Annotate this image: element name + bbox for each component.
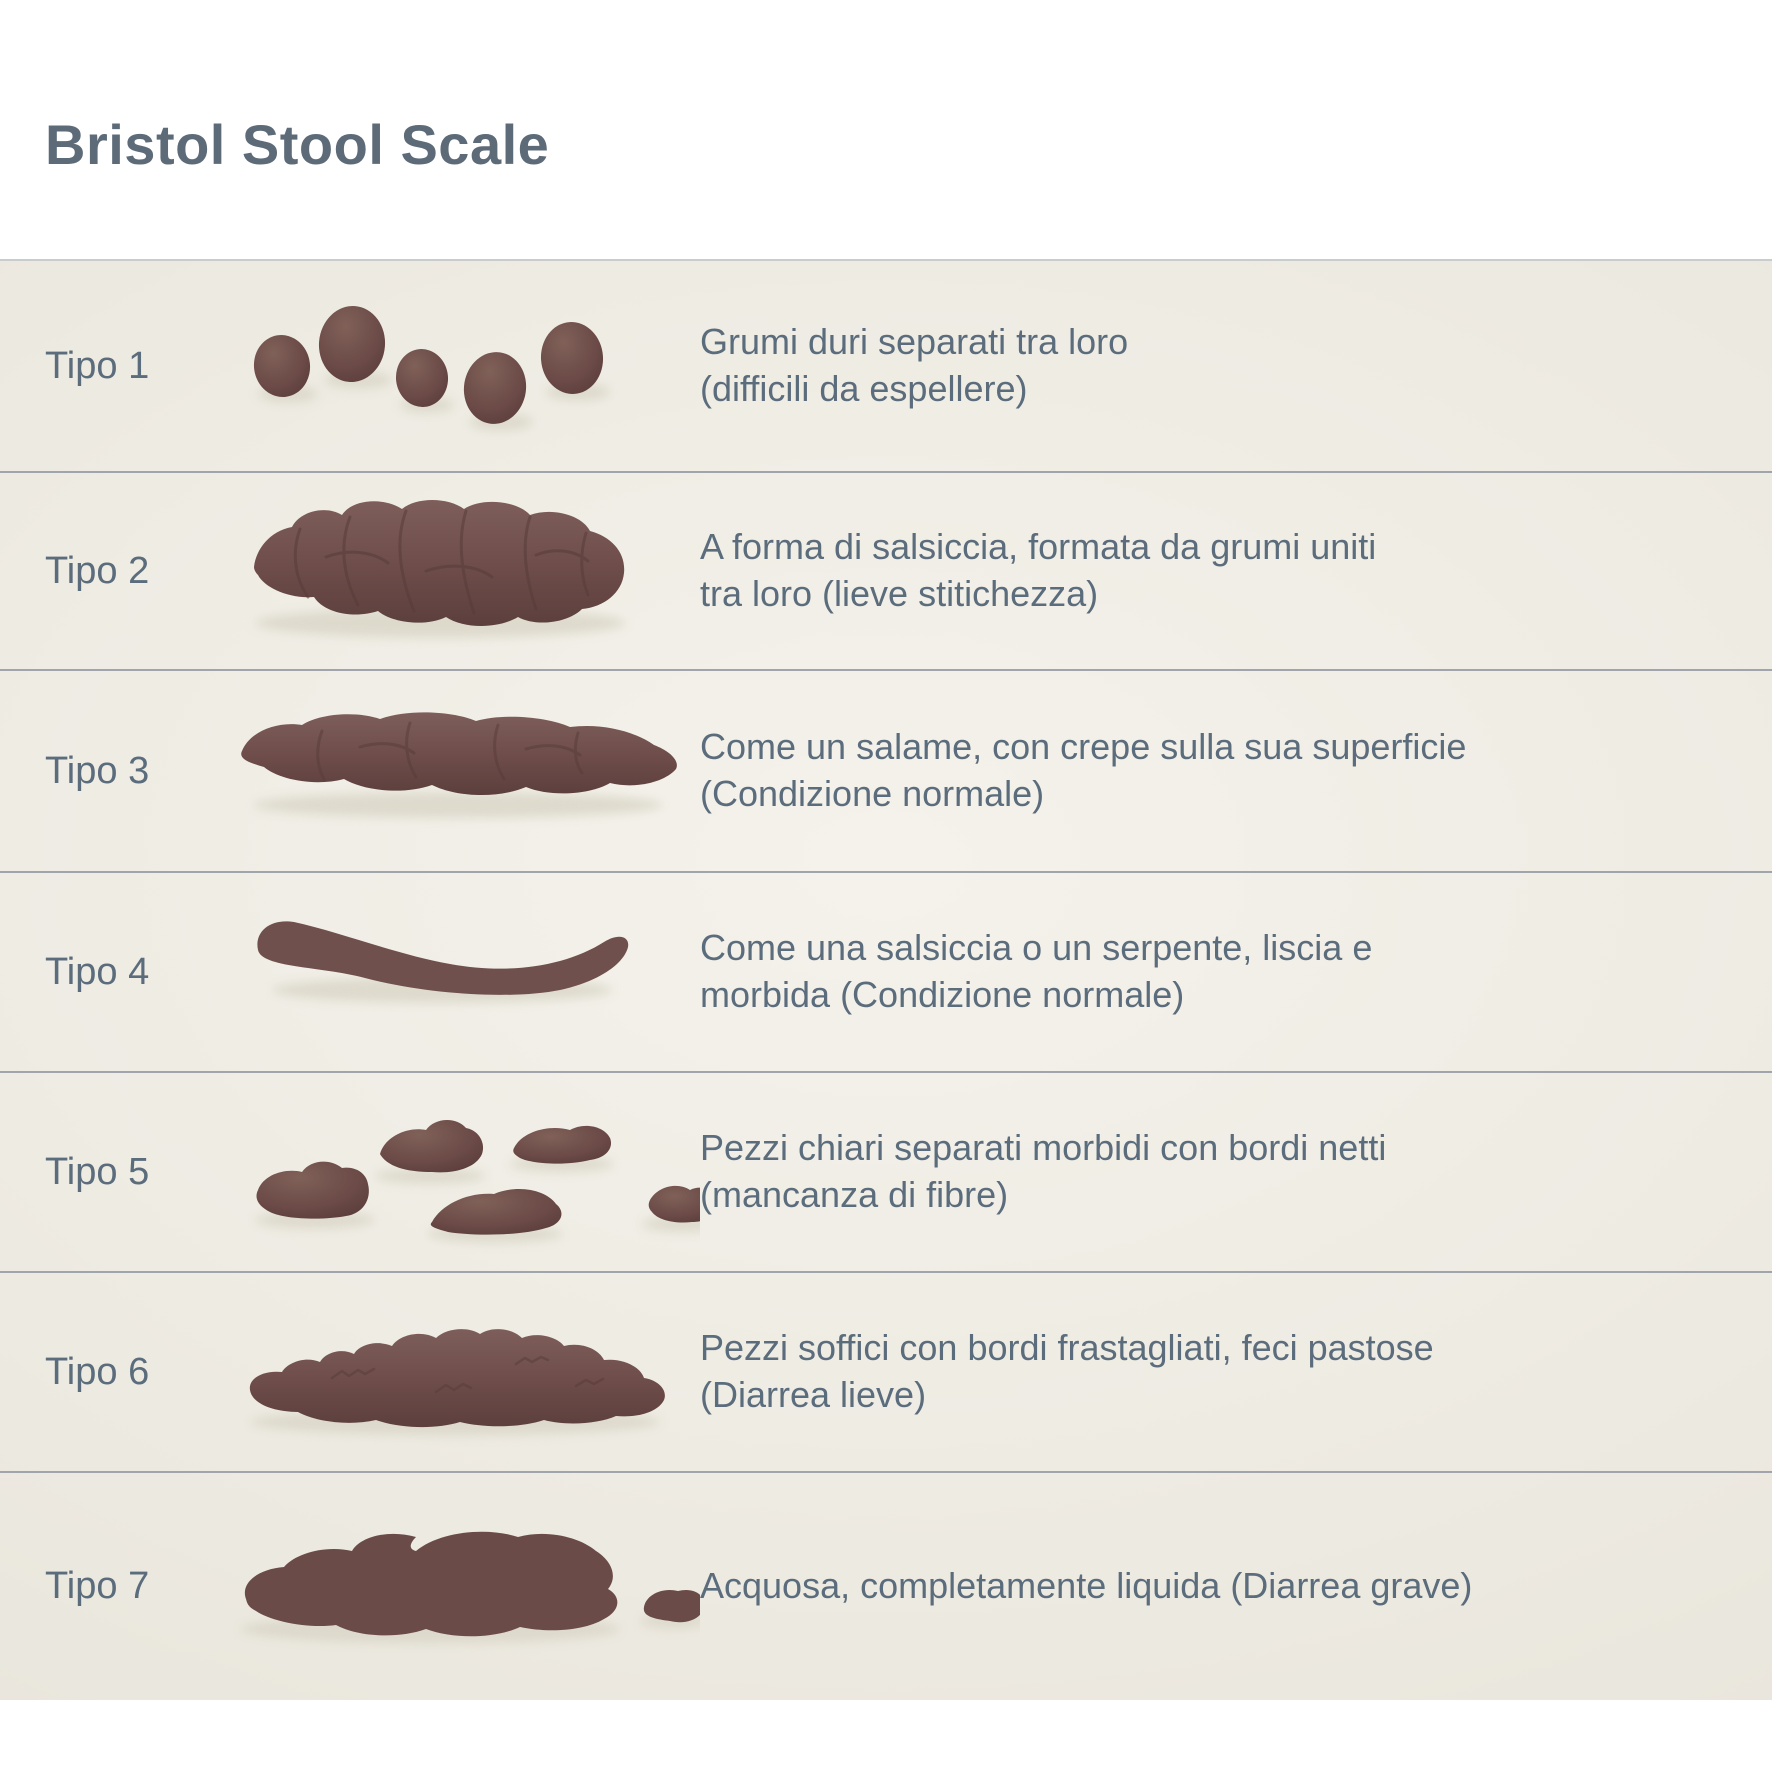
footer-spacer (0, 1700, 1772, 1772)
lumpy-sausage-illustration (230, 471, 700, 671)
type-7-description: Acquosa, completamente liquida (Diarrea … (700, 1565, 1473, 1607)
type-4-description: Come una salsiccia o un serpente, liscia… (700, 927, 1373, 1016)
cracked-sausage-illustration (230, 671, 700, 871)
table-row-type-1: Tipo 1 (0, 261, 1772, 474)
stool-scale-table: Tipo 1 (0, 259, 1772, 1700)
type-1-description: Grumi duri separati tra loro (difficili … (700, 321, 1129, 410)
type-5-label: Tipo 5 (45, 1150, 150, 1193)
type-7-label: Tipo 7 (45, 1565, 150, 1608)
table-row-type-3: Tipo 3 Come un salame, con crepe sulla s (0, 671, 1772, 874)
page-title: Bristol Stool Scale (45, 113, 550, 176)
type-1-label: Tipo 1 (45, 344, 150, 387)
table-row-type-5: Tipo 5 (0, 1072, 1772, 1274)
table-row-type-2: Tipo 2 (0, 471, 1772, 672)
type-2-description: A forma di salsiccia, formata da grumi u… (700, 526, 1377, 615)
type-6-description: Pezzi soffici con bordi frastagliati, fe… (700, 1327, 1434, 1416)
liquid-puddle-illustration (230, 1487, 700, 1687)
type-5-description: Pezzi chiari separati morbidi con bordi … (700, 1127, 1387, 1216)
table-row-type-4: Tipo 4 Come una salsiccia o un serpente,… (0, 872, 1772, 1074)
type-6-label: Tipo 6 (45, 1350, 150, 1393)
table-row-type-6: Tipo 6 Pezzi soffici con bordi frastagli… (0, 1272, 1772, 1474)
type-3-label: Tipo 3 (45, 749, 150, 792)
mushy-pieces-illustration (230, 1272, 700, 1472)
smooth-snake-illustration (230, 872, 700, 1072)
separate-hard-lumps-illustration (230, 266, 700, 466)
type-2-label: Tipo 2 (45, 549, 150, 592)
header: Bristol Stool Scale (0, 0, 1772, 259)
type-4-label: Tipo 4 (45, 950, 150, 993)
soft-blobs-illustration (230, 1072, 700, 1272)
type-3-description: Come un salame, con crepe sulla sua supe… (700, 726, 1467, 815)
table-row-type-7: Tipo 7 Acquosa, completamente liquida (D… (0, 1473, 1772, 1700)
